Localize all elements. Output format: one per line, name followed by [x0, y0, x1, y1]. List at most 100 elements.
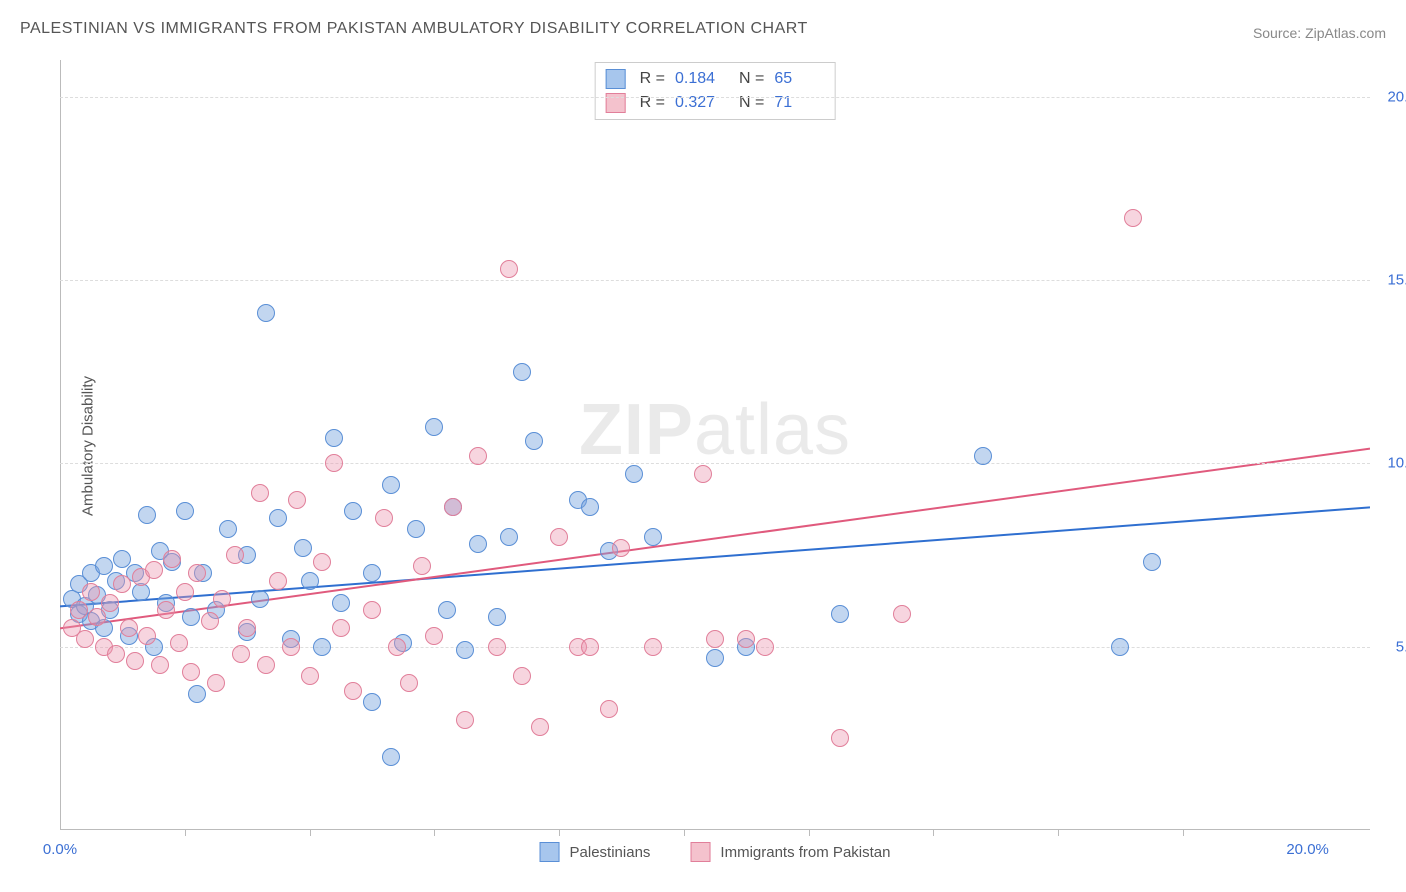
x-tick: [185, 830, 186, 836]
data-point: [1143, 553, 1161, 571]
data-point: [313, 553, 331, 571]
data-point: [831, 605, 849, 623]
chart-title: PALESTINIAN VS IMMIGRANTS FROM PAKISTAN …: [20, 20, 808, 38]
data-point: [70, 601, 88, 619]
x-tick: [310, 830, 311, 836]
legend-label: Immigrants from Pakistan: [720, 844, 890, 861]
data-point: [332, 619, 350, 637]
data-point: [644, 528, 662, 546]
data-point: [600, 700, 618, 718]
data-point: [893, 605, 911, 623]
data-point: [213, 590, 231, 608]
data-point: [344, 682, 362, 700]
data-point: [163, 550, 181, 568]
data-point: [138, 627, 156, 645]
legend-swatch: [540, 842, 560, 862]
data-point: [157, 601, 175, 619]
n-label: N =: [739, 70, 764, 88]
data-point: [82, 583, 100, 601]
data-point: [219, 520, 237, 538]
data-point: [95, 557, 113, 575]
r-value: 0.184: [675, 70, 725, 88]
x-tick: [559, 830, 560, 836]
legend-swatch: [690, 842, 710, 862]
data-point: [488, 638, 506, 656]
data-point: [363, 601, 381, 619]
data-point: [644, 638, 662, 656]
data-point: [388, 638, 406, 656]
trend-lines: [60, 60, 1370, 830]
watermark: ZIPatlas: [579, 389, 851, 471]
y-tick-label: 5.0%: [1375, 638, 1406, 655]
data-point: [363, 564, 381, 582]
data-point: [288, 491, 306, 509]
data-point: [612, 539, 630, 557]
data-point: [581, 498, 599, 516]
data-point: [382, 476, 400, 494]
data-point: [1124, 209, 1142, 227]
grid-line: [60, 97, 1370, 98]
data-point: [625, 465, 643, 483]
data-point: [151, 656, 169, 674]
data-point: [182, 608, 200, 626]
r-label: R =: [640, 70, 665, 88]
data-point: [138, 506, 156, 524]
data-point: [257, 304, 275, 322]
legend-stats-row: R = 0.184 N = 65: [606, 67, 825, 91]
y-axis: [60, 60, 61, 830]
data-point: [456, 641, 474, 659]
data-point: [363, 693, 381, 711]
data-point: [344, 502, 362, 520]
x-tick-label: 20.0%: [1286, 841, 1329, 858]
data-point: [425, 627, 443, 645]
data-point: [88, 608, 106, 626]
legend-stats-row: R = 0.327 N = 71: [606, 91, 825, 115]
data-point: [706, 630, 724, 648]
data-point: [469, 535, 487, 553]
data-point: [269, 572, 287, 590]
data-point: [101, 594, 119, 612]
x-tick-label: 0.0%: [43, 841, 77, 858]
x-tick: [684, 830, 685, 836]
data-point: [301, 572, 319, 590]
data-point: [325, 429, 343, 447]
data-point: [456, 711, 474, 729]
legend-stats: R = 0.184 N = 65 R = 0.327 N = 71: [595, 62, 836, 120]
data-point: [232, 645, 250, 663]
y-tick-label: 20.0%: [1375, 88, 1406, 105]
data-point: [694, 465, 712, 483]
legend-series: Palestinians Immigrants from Pakistan: [540, 842, 891, 862]
y-tick-label: 15.0%: [1375, 272, 1406, 289]
chart-container: PALESTINIAN VS IMMIGRANTS FROM PAKISTAN …: [0, 0, 1406, 892]
data-point: [251, 484, 269, 502]
data-point: [425, 418, 443, 436]
data-point: [107, 645, 125, 663]
data-point: [756, 638, 774, 656]
y-tick-label: 10.0%: [1375, 455, 1406, 472]
data-point: [182, 663, 200, 681]
data-point: [145, 561, 163, 579]
plot-area: ZIPatlas R = 0.184 N = 65 R = 0.327 N = …: [60, 60, 1370, 830]
data-point: [469, 447, 487, 465]
data-point: [238, 619, 256, 637]
data-point: [500, 528, 518, 546]
legend-swatch: [606, 69, 626, 89]
data-point: [176, 583, 194, 601]
grid-line: [60, 463, 1370, 464]
x-tick: [1183, 830, 1184, 836]
data-point: [1111, 638, 1129, 656]
data-point: [76, 630, 94, 648]
data-point: [294, 539, 312, 557]
x-tick: [809, 830, 810, 836]
data-point: [113, 575, 131, 593]
data-point: [400, 674, 418, 692]
data-point: [201, 612, 219, 630]
data-point: [525, 432, 543, 450]
x-tick: [933, 830, 934, 836]
data-point: [126, 652, 144, 670]
data-point: [120, 619, 138, 637]
data-point: [550, 528, 568, 546]
data-point: [706, 649, 724, 667]
data-point: [257, 656, 275, 674]
data-point: [188, 685, 206, 703]
